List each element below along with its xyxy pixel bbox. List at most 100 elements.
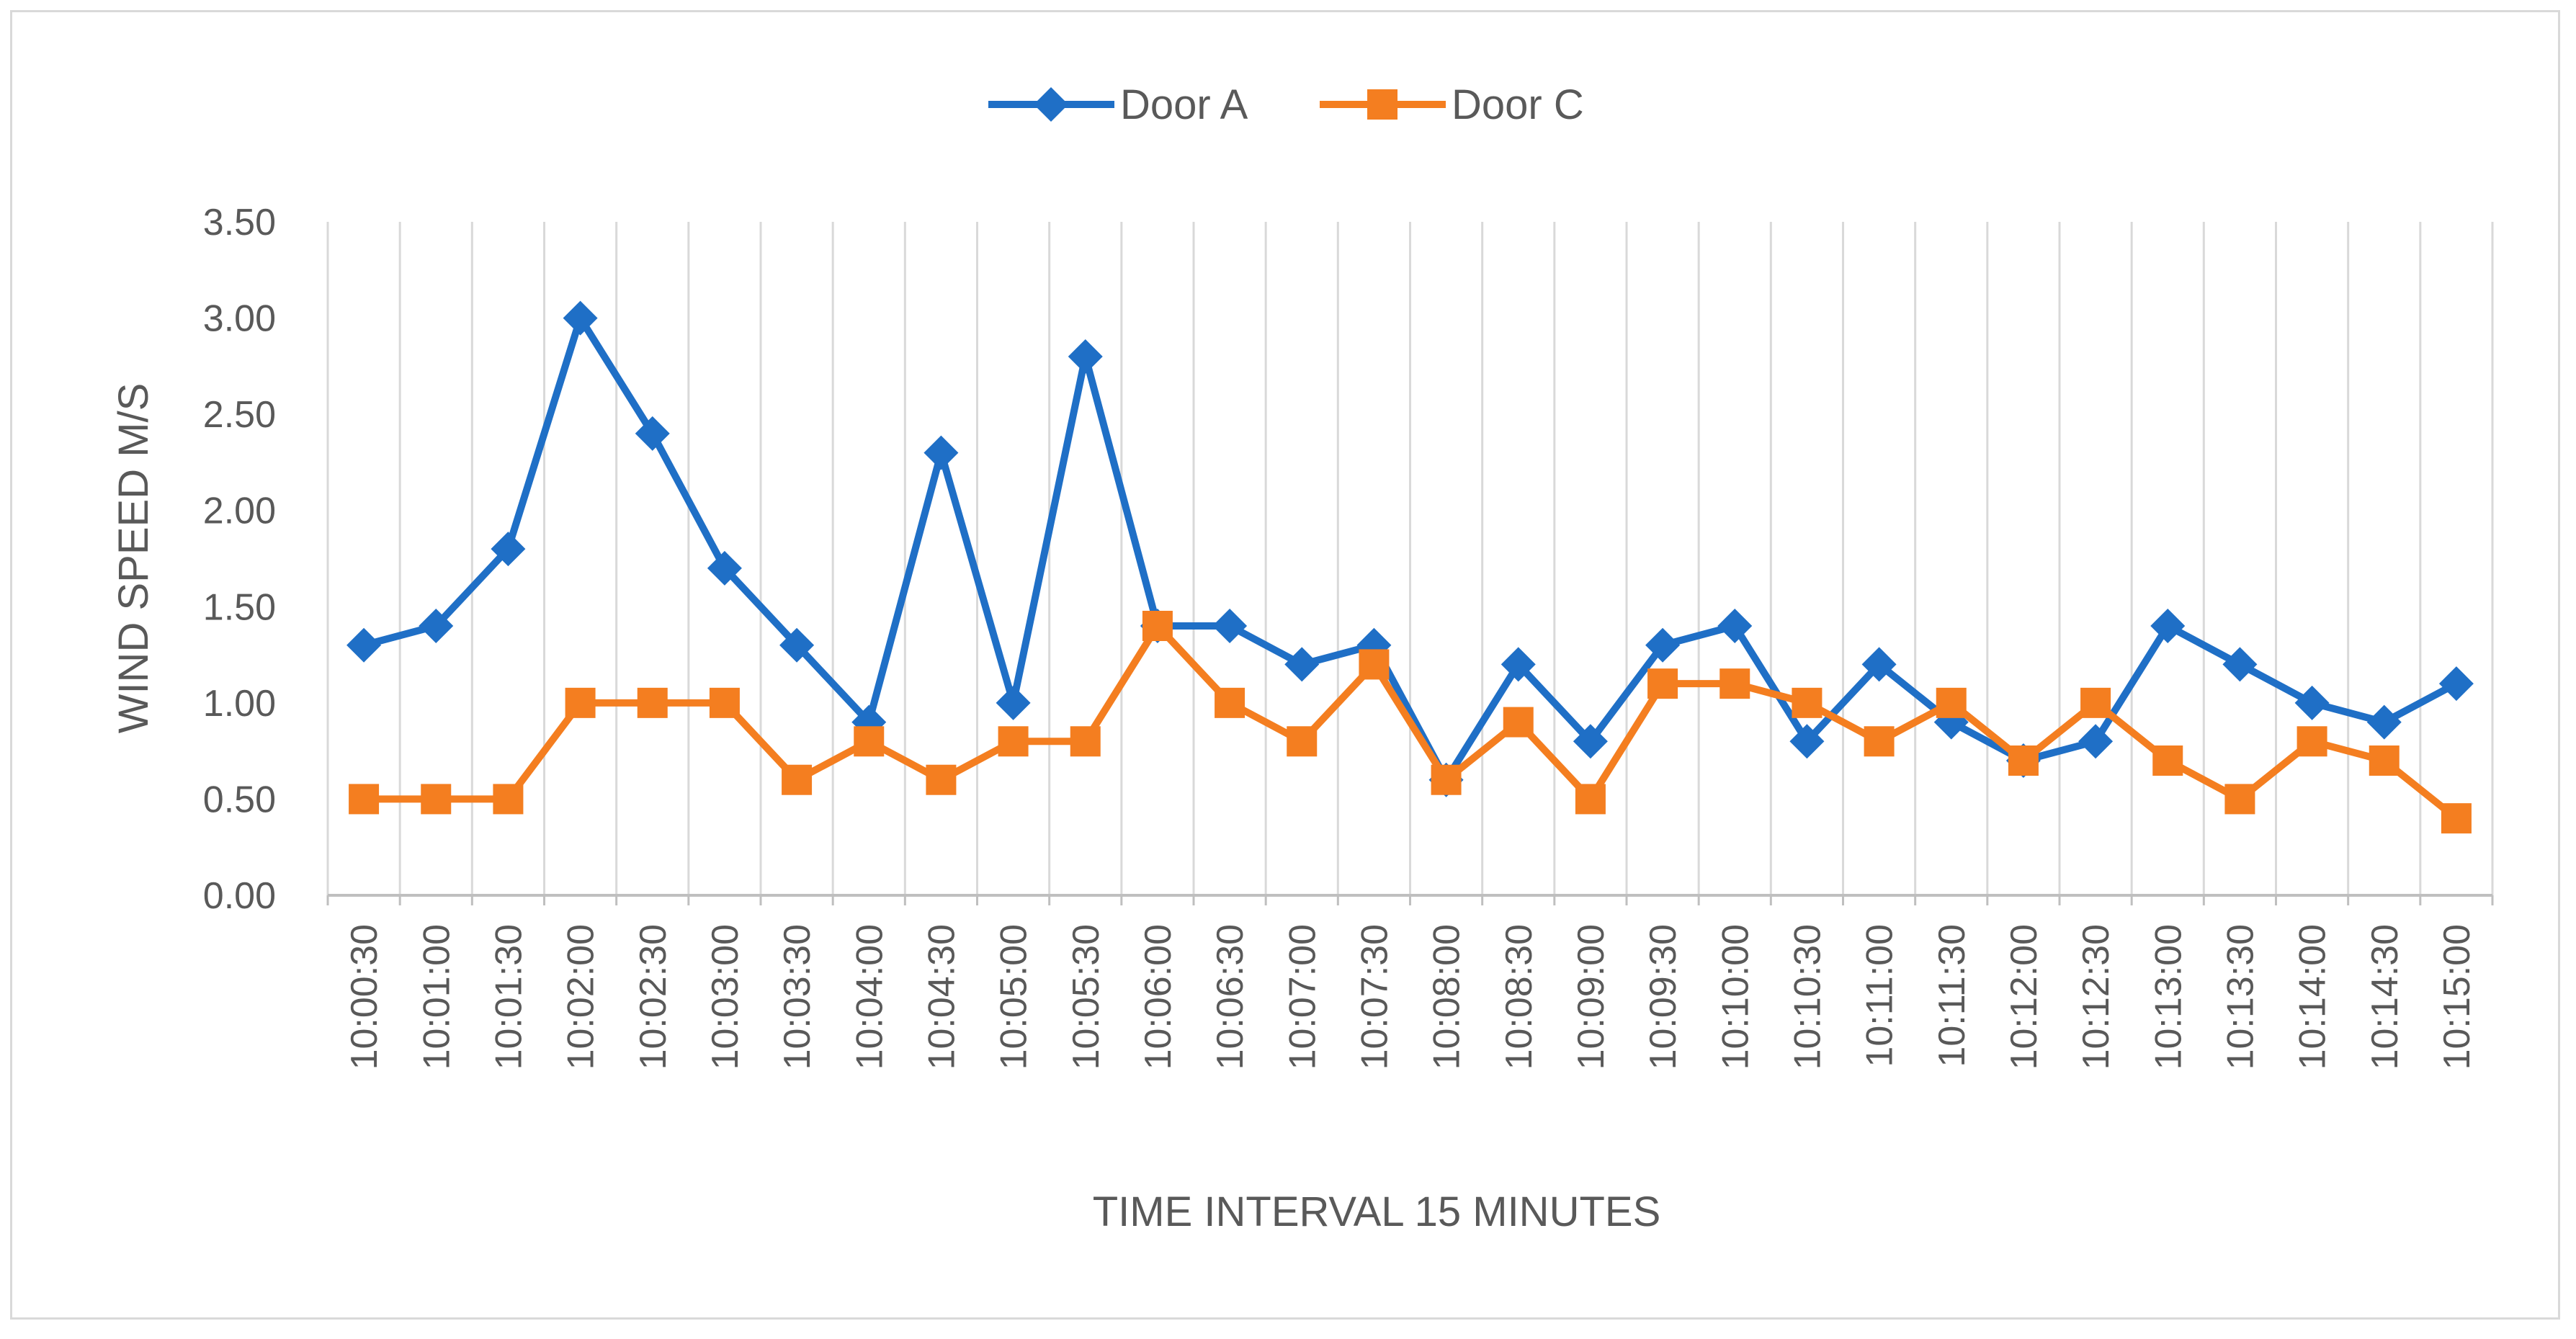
data-point-door-c <box>854 726 885 757</box>
data-point-door-c <box>1287 726 1318 757</box>
data-point-door-a <box>346 627 382 663</box>
data-point-door-a <box>1068 339 1103 374</box>
x-tick-label: 10:04:00 <box>849 924 890 1070</box>
x-tick-label: 10:06:30 <box>1209 924 1251 1070</box>
data-point-door-a <box>1789 724 1825 759</box>
data-point-door-a <box>1717 609 1753 643</box>
data-point-door-c <box>1359 649 1390 680</box>
legend-item-door-a: Door A <box>988 81 1248 128</box>
grid-lines <box>326 222 2494 895</box>
data-point-door-a <box>2078 724 2114 759</box>
data-point-door-a <box>1212 609 1248 643</box>
x-tick-label: 10:14:30 <box>2364 924 2406 1070</box>
legend-label: Door A <box>1120 81 1248 128</box>
x-tick-label: 10:08:30 <box>1498 924 1540 1070</box>
x-axis-title: TIME INTERVAL 15 MINUTES <box>1093 1188 1661 1235</box>
data-point-door-c <box>926 764 957 795</box>
data-point-door-c <box>1070 726 1101 757</box>
x-tick-label: 10:09:00 <box>1570 924 1612 1070</box>
data-point-door-a <box>1501 647 1536 682</box>
data-point-door-c <box>2297 726 2327 757</box>
data-point-door-c <box>1431 764 1462 795</box>
x-tick-label: 10:11:30 <box>1931 924 1973 1067</box>
series <box>346 300 2474 834</box>
data-point-door-a <box>1645 627 1681 663</box>
legend: Door A Door C <box>988 81 1584 128</box>
x-tick-labels: 10:00:30 10:01:00 10:01:30 10:02:00 10:02:30… <box>344 924 2478 1070</box>
data-point-door-c <box>1215 687 1245 718</box>
data-point-door-c <box>2008 745 2039 776</box>
x-tick-label: 10:02:30 <box>632 924 674 1070</box>
data-point-door-a <box>2366 704 2402 740</box>
x-tick-label: 10:01:00 <box>416 924 457 1070</box>
data-point-door-c <box>1864 726 1895 757</box>
data-point-door-c <box>1575 784 1606 815</box>
data-point-door-c <box>349 784 380 815</box>
x-tick-label: 10:05:00 <box>993 924 1035 1070</box>
y-tick-label: 2.00 <box>203 491 276 532</box>
data-point-door-a <box>2438 666 2474 702</box>
x-tick-label: 10:01:30 <box>488 924 529 1070</box>
data-point-door-c <box>1792 687 1823 718</box>
data-point-door-c <box>2080 687 2111 718</box>
data-point-door-a <box>779 627 815 663</box>
x-tick-label: 10:13:00 <box>2147 924 2189 1070</box>
y-tick-label: 0.00 <box>203 875 276 917</box>
legend-swatch-marker <box>1034 87 1068 122</box>
data-point-door-a <box>491 532 526 567</box>
data-point-door-c <box>1647 668 1678 699</box>
x-tick-label: 10:14:00 <box>2292 924 2334 1070</box>
data-point-door-c <box>565 687 596 718</box>
data-point-door-a <box>419 609 454 643</box>
series-door-c <box>349 611 2472 834</box>
x-tick-label: 10:03:00 <box>705 924 746 1070</box>
x-tick-label: 10:04:30 <box>921 924 962 1070</box>
y-tick-label: 1.50 <box>203 586 276 628</box>
x-tick-label: 10:05:30 <box>1065 924 1107 1070</box>
data-point-door-a <box>1284 647 1320 682</box>
x-tick-label: 10:03:30 <box>777 924 818 1070</box>
data-point-door-c <box>2441 803 2472 834</box>
y-axis-title: WIND SPEED M/S <box>110 383 157 734</box>
x-tick-label: 10:12:00 <box>2003 924 2045 1070</box>
data-point-door-c <box>637 687 668 718</box>
x-tick-label: 10:10:30 <box>1786 924 1828 1070</box>
data-point-door-c <box>1503 707 1534 738</box>
data-point-door-a <box>996 685 1031 720</box>
x-tick-label: 10:15:00 <box>2436 924 2478 1070</box>
x-tick-label: 10:07:30 <box>1354 924 1395 1070</box>
x-tick-label: 10:08:00 <box>1426 924 1468 1070</box>
x-tick-label: 10:09:30 <box>1642 924 1684 1070</box>
y-tick-label: 0.50 <box>203 779 276 820</box>
data-point-door-a <box>923 435 959 470</box>
legend-label: Door C <box>1452 81 1584 128</box>
data-point-door-c <box>1719 668 1750 699</box>
y-tick-label: 3.00 <box>203 298 276 340</box>
data-point-door-a <box>2222 647 2258 682</box>
x-tick-label: 10:00:30 <box>344 924 385 1070</box>
data-point-door-c <box>493 784 524 815</box>
data-point-door-c <box>782 764 813 795</box>
axes <box>326 894 2494 905</box>
y-tick-label: 1.00 <box>203 683 276 725</box>
series-line-door-a <box>362 314 2459 784</box>
x-tick-label: 10:07:00 <box>1282 924 1323 1070</box>
data-point-door-c <box>2152 745 2183 776</box>
x-tick-label: 10:11:00 <box>1859 924 1901 1067</box>
data-point-door-c <box>709 687 740 718</box>
x-tick-label: 10:06:00 <box>1137 924 1179 1070</box>
y-tick-label: 2.50 <box>203 394 276 436</box>
data-point-door-a <box>1861 647 1897 682</box>
data-point-door-c <box>998 726 1029 757</box>
data-point-door-c <box>1936 687 1967 718</box>
y-tick-labels: 0.00 0.50 1.00 1.50 2.00 2.50 3.00 3.50 <box>203 202 276 917</box>
x-tick-label: 10:13:30 <box>2219 924 2261 1070</box>
data-point-door-a <box>635 416 670 451</box>
x-tick-label: 10:10:00 <box>1714 924 1756 1070</box>
y-tick-label: 3.50 <box>203 202 276 243</box>
data-point-door-a <box>563 300 598 336</box>
data-point-door-a <box>2150 609 2186 643</box>
data-point-door-c <box>1142 611 1173 641</box>
data-point-door-c <box>2224 784 2255 815</box>
